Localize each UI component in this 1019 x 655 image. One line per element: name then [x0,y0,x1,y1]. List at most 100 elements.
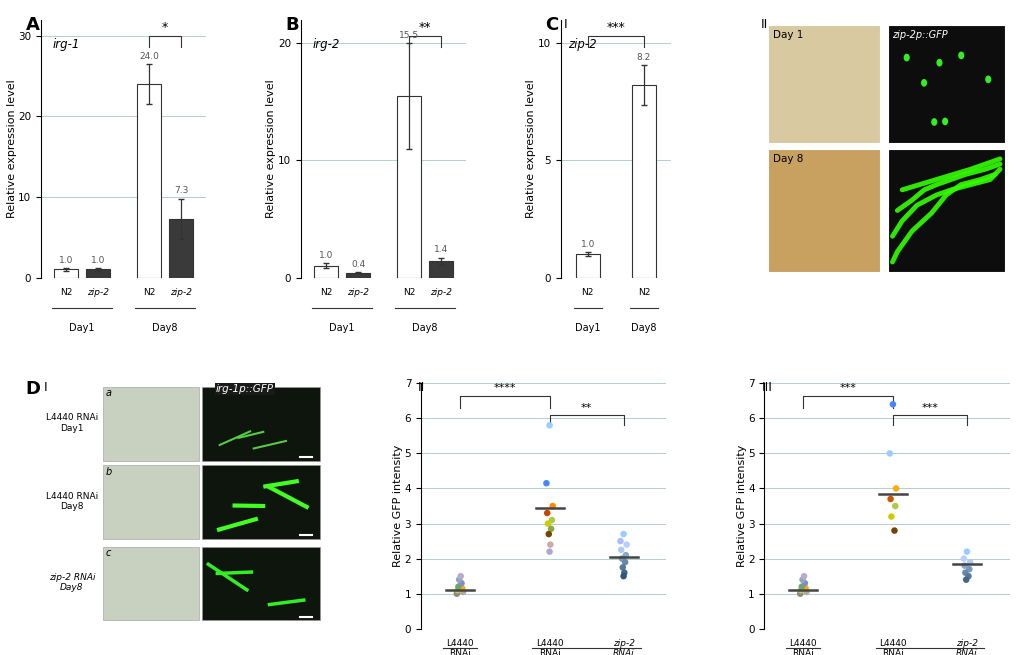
Bar [103,387,199,460]
Y-axis label: Relative GFP intensity: Relative GFP intensity [736,445,746,567]
Text: I: I [44,381,48,394]
Y-axis label: Relative GFP intensity: Relative GFP intensity [393,445,403,567]
Text: 1.0: 1.0 [91,256,105,265]
Point [543,515,559,525]
Point [961,557,977,567]
Text: **: ** [418,22,431,34]
Point [454,587,471,597]
Point [448,588,465,599]
Bar [887,25,1004,143]
Bar [314,266,338,278]
Text: 0.4: 0.4 [351,260,365,269]
Point [882,512,899,522]
Text: zip-2p::GFP: zip-2p::GFP [892,30,948,40]
Bar [103,466,199,539]
Point [797,583,813,593]
Bar [103,546,199,620]
Text: N2: N2 [637,288,649,297]
Point [798,587,814,597]
Text: N2: N2 [403,288,415,297]
Text: ***: *** [920,403,937,413]
Point [881,494,898,504]
Point [887,483,903,494]
Text: zip-2: zip-2 [429,288,451,297]
Point [611,536,628,546]
Point [542,523,558,534]
Y-axis label: Relative expression level: Relative expression level [6,79,16,218]
Bar [345,273,370,278]
Text: C: C [545,16,558,34]
Text: N2: N2 [143,288,155,297]
Point [541,546,557,557]
Text: 8.2: 8.2 [636,53,650,62]
Point [614,529,631,539]
Point [960,571,976,582]
Text: c: c [106,548,111,558]
Text: 1.0: 1.0 [319,252,333,260]
Point [614,571,631,582]
Text: Day1: Day1 [69,323,95,333]
Text: a: a [106,388,112,398]
Point [618,539,634,550]
Text: zip-2: zip-2 [346,288,369,297]
Point [449,585,466,595]
Text: II: II [418,381,425,394]
Text: 15.5: 15.5 [398,31,419,40]
Point [450,574,467,585]
Point [612,544,629,555]
Text: 24.0: 24.0 [139,52,159,61]
Text: 1.4: 1.4 [433,246,447,255]
Bar [428,261,452,278]
Y-axis label: Relative expression level: Relative expression level [266,79,276,218]
Text: B: B [285,16,299,34]
Text: Day1: Day1 [329,323,355,333]
Text: N2: N2 [581,288,593,297]
Text: ***: *** [839,383,856,393]
Point [538,508,554,518]
Text: 1.0: 1.0 [59,256,73,265]
Bar [575,254,599,278]
Ellipse shape [930,118,936,126]
Bar [767,25,879,143]
Text: Day8: Day8 [412,323,437,333]
Text: zip-2: zip-2 [170,288,192,297]
Point [538,478,554,489]
Text: N2: N2 [320,288,332,297]
Y-axis label: Relative expression level: Relative expression level [526,79,536,218]
Point [956,561,972,571]
Ellipse shape [935,59,942,67]
Point [886,525,902,536]
Text: zip-2: zip-2 [568,38,596,50]
Text: II: II [759,18,766,31]
Text: 7.3: 7.3 [173,187,187,195]
Bar [202,387,320,460]
Point [449,582,466,592]
Point [795,571,811,582]
Point [880,448,897,458]
Text: ***: *** [606,22,625,34]
Text: Day 8: Day 8 [772,154,802,164]
Text: irg-1p::GFP: irg-1p::GFP [216,384,273,394]
Point [540,529,556,539]
Text: Day1: Day1 [575,323,600,333]
Bar [86,269,110,278]
Text: N2: N2 [60,288,72,297]
Point [955,553,971,564]
Ellipse shape [942,118,948,125]
Text: D: D [25,380,41,398]
Bar [202,466,320,539]
Ellipse shape [984,75,990,83]
Point [453,583,470,593]
Point [544,501,560,512]
Point [887,501,903,512]
Point [613,553,630,564]
Text: L4440 RNAi
Day1: L4440 RNAi Day1 [46,413,98,433]
Point [452,578,469,588]
Text: *: * [162,22,168,34]
Bar [137,84,161,278]
Text: I: I [564,18,567,31]
Point [542,539,558,550]
Point [616,557,633,567]
Text: 1.0: 1.0 [580,240,594,249]
Bar [887,149,1004,272]
